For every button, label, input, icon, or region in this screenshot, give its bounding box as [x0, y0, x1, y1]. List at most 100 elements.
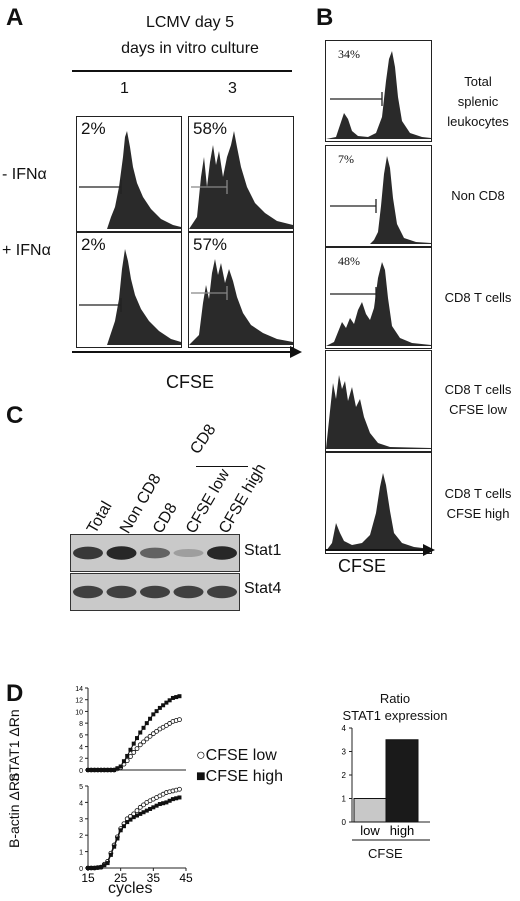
histogram-b-cd8-cfse-high: [325, 452, 432, 554]
legend-low-label: CFSE low: [205, 747, 277, 764]
stat4-blot: [70, 573, 240, 611]
y-tick-label: 2: [79, 756, 83, 763]
y-tick-label: 4: [79, 745, 83, 752]
panel-a-xaxis: CFSE: [165, 372, 214, 392]
label-line: CFSE low: [449, 402, 507, 417]
blot-band: [106, 585, 137, 599]
point-cfse-high: [125, 753, 130, 758]
ratio-title-1: Ratio: [379, 691, 411, 706]
label-b-cd8-high: CD8 T cells CFSE high: [436, 484, 520, 524]
point-cfse-high: [92, 866, 97, 870]
panel-a-cfse-arrow: [72, 346, 302, 358]
point-cfse-high: [115, 766, 120, 771]
point-cfse-low: [154, 728, 159, 734]
panel-b-letter: B: [316, 4, 334, 31]
panel-a-col-3: 3: [228, 80, 237, 97]
histogram-b-noncd8: 7%: [325, 145, 432, 247]
blot-band: [106, 546, 137, 560]
histogram-b-total: 34%: [325, 40, 432, 142]
point-cfse-low: [131, 750, 137, 755]
panel-a-row-minus: - IFNα: [2, 166, 47, 183]
panel-d-letter: D: [6, 680, 24, 707]
histogram-plot: [77, 249, 181, 345]
point-cfse-low: [167, 721, 173, 726]
panel-c-group-label: CD8: [187, 421, 220, 458]
point-cfse-high: [131, 815, 136, 820]
pct-label: 58%: [193, 119, 228, 138]
legend-cfse-low: ○CFSE low: [196, 747, 277, 765]
label-line: leukocytes: [447, 114, 509, 129]
point-cfse-high: [105, 768, 110, 772]
point-cfse-high: [108, 852, 113, 857]
y-tick-label: 14: [75, 686, 83, 693]
point-cfse-high: [148, 806, 153, 811]
point-cfse-high: [125, 820, 130, 825]
point-cfse-high: [170, 695, 175, 700]
point-cfse-low: [144, 736, 150, 742]
point-cfse-high: [92, 768, 97, 772]
y-tick-label: 2: [79, 833, 83, 840]
histogram-b-cd8-cfse-low: [325, 350, 432, 452]
panel-a-title-1: LCMV day 5: [145, 14, 235, 31]
point-cfse-low: [137, 742, 143, 748]
y-tick-label: 6: [79, 733, 83, 740]
bactin-ylabel: B-actin ΔRn: [6, 773, 22, 848]
series-line: [88, 695, 180, 771]
stat4-label: Stat4: [244, 580, 282, 597]
pct-label: 2%: [81, 119, 106, 138]
point-cfse-high: [112, 844, 117, 849]
y-tick-label: 1: [79, 850, 83, 857]
legend-cfse-high: ■CFSE high: [196, 768, 283, 786]
point-cfse-high: [141, 810, 146, 815]
panel-a-title-rule: [72, 70, 292, 72]
histogram-plot: [189, 131, 293, 229]
histogram-a-plus-day1: 2%: [76, 232, 182, 348]
point-cfse-high: [151, 712, 156, 717]
pct-label: 57%: [193, 235, 228, 254]
point-cfse-high: [141, 725, 146, 730]
point-cfse-high: [89, 866, 94, 870]
stat1-blot: [70, 534, 240, 572]
y-tick-label: 12: [75, 698, 83, 705]
point-cfse-high: [118, 828, 123, 833]
point-cfse-high: [86, 768, 90, 772]
label-line: CD8 T cells: [444, 290, 512, 305]
point-cfse-high: [108, 768, 113, 772]
point-cfse-high: [157, 705, 162, 710]
point-cfse-high: [161, 801, 166, 806]
x-tick-label: 25: [114, 871, 128, 885]
point-cfse-high: [148, 716, 153, 721]
label-b-cd8-low: CD8 T cells CFSE low: [436, 380, 520, 420]
histogram-plot: [77, 131, 181, 229]
label-b-total: Total splenic leukocytes: [436, 72, 520, 132]
point-cfse-high: [164, 700, 169, 705]
pct-label: 48%: [338, 254, 360, 268]
point-cfse-high: [144, 721, 149, 726]
blot-band: [207, 585, 237, 599]
histogram-plot: [326, 51, 431, 139]
stat1-ylabel: STAT1 ΔRn: [6, 709, 22, 782]
y-tick-label: 0: [79, 768, 83, 775]
point-cfse-high: [170, 797, 175, 802]
point-cfse-high: [95, 865, 100, 870]
point-cfse-low: [150, 731, 156, 737]
point-cfse-high: [167, 798, 172, 803]
blot-band: [140, 585, 170, 599]
point-cfse-high: [135, 736, 139, 741]
point-cfse-high: [105, 861, 110, 866]
point-cfse-high: [121, 759, 126, 764]
bar-category-label: low: [360, 823, 380, 838]
point-cfse-high: [138, 730, 143, 735]
point-cfse-high: [154, 709, 159, 714]
point-cfse-high: [102, 863, 107, 868]
stat1-qpcr-chart: 0 2 4 6 8 10 12 14: [75, 686, 186, 775]
point-cfse-high: [144, 808, 149, 813]
label-line: CD8 T cells: [444, 382, 512, 397]
point-cfse-low: [134, 746, 140, 752]
histogram-plot: [326, 262, 431, 346]
lane-label: Total: [84, 498, 116, 537]
stat1-label: Stat1: [244, 542, 282, 559]
point-cfse-high: [177, 694, 182, 699]
blot-band: [207, 546, 237, 560]
